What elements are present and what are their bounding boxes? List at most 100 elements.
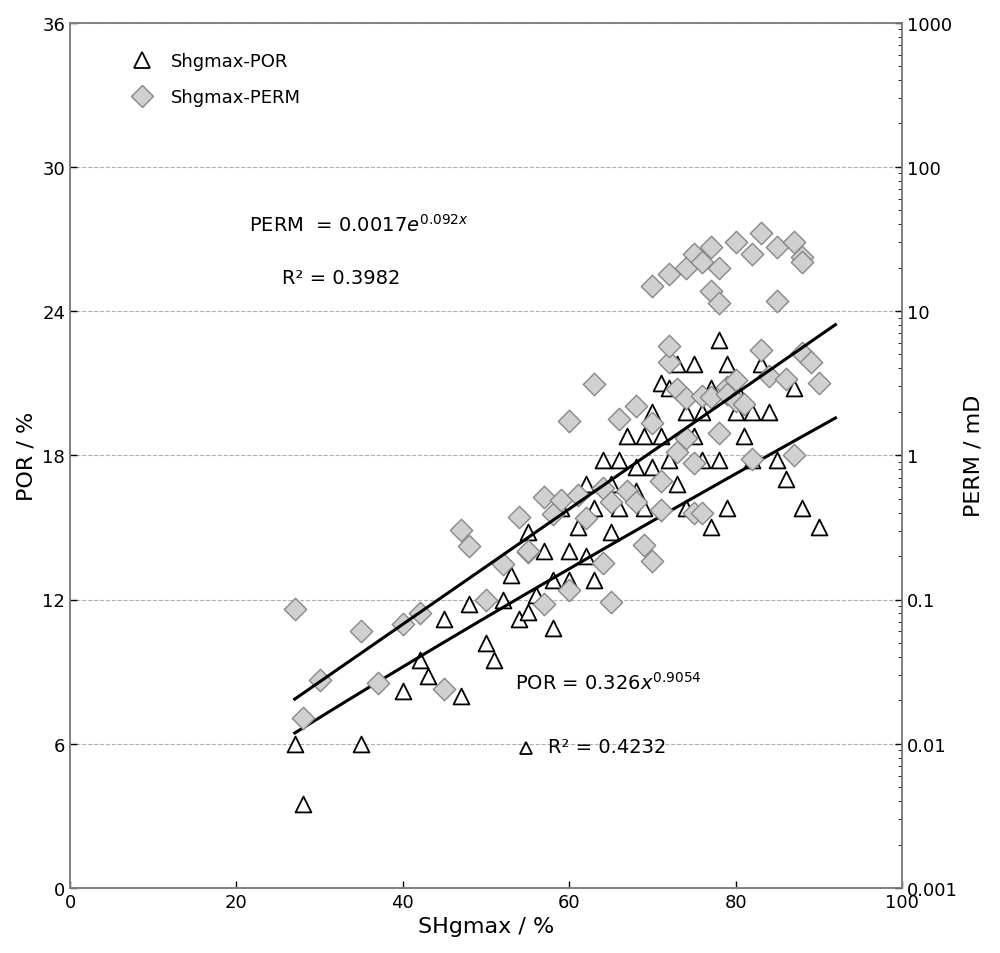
Shgmax-POR xyxy=(719,501,735,517)
Shgmax-POR xyxy=(436,612,452,627)
Shgmax-PERM xyxy=(287,602,303,618)
Shgmax-POR xyxy=(453,688,469,703)
Shgmax-POR xyxy=(545,573,561,588)
Shgmax-POR xyxy=(728,405,744,420)
Shgmax-PERM xyxy=(678,261,694,276)
Shgmax-PERM xyxy=(769,240,785,255)
Shgmax-POR xyxy=(553,501,569,517)
Shgmax-PERM xyxy=(628,496,644,511)
Shgmax-PERM xyxy=(794,254,810,270)
Shgmax-POR xyxy=(619,429,635,444)
Shgmax-PERM xyxy=(586,376,602,392)
Shgmax-POR xyxy=(603,525,619,540)
Shgmax-PERM xyxy=(744,452,760,467)
Shgmax-PERM xyxy=(520,543,536,558)
Shgmax-POR xyxy=(461,597,477,612)
Shgmax-POR xyxy=(586,573,602,588)
Shgmax-POR xyxy=(653,376,669,392)
Shgmax-POR xyxy=(694,405,710,420)
Shgmax-POR xyxy=(761,405,777,420)
Shgmax-PERM xyxy=(719,380,735,395)
Shgmax-PERM xyxy=(603,495,619,510)
Y-axis label: POR / %: POR / % xyxy=(17,412,37,500)
Shgmax-POR xyxy=(611,501,627,517)
Shgmax-PERM xyxy=(395,617,411,632)
Shgmax-PERM xyxy=(694,254,710,270)
Shgmax-POR xyxy=(578,549,594,564)
Shgmax-POR xyxy=(561,544,577,559)
Shgmax-POR xyxy=(728,381,744,396)
Shgmax-POR xyxy=(661,381,677,396)
Shgmax-POR xyxy=(603,477,619,493)
Shgmax-PERM xyxy=(611,412,627,427)
Shgmax-PERM xyxy=(661,339,677,355)
Shgmax-PERM xyxy=(653,502,669,517)
Shgmax-PERM xyxy=(703,284,719,299)
Shgmax-PERM xyxy=(636,537,652,553)
Shgmax-POR xyxy=(736,429,752,444)
Shgmax-PERM xyxy=(686,506,702,521)
Shgmax-PERM xyxy=(811,376,827,392)
Shgmax-PERM xyxy=(686,247,702,262)
Shgmax-PERM xyxy=(570,488,586,503)
Shgmax-PERM xyxy=(686,456,702,471)
Shgmax-PERM xyxy=(628,398,644,414)
X-axis label: SHgmax / %: SHgmax / % xyxy=(418,917,554,937)
Shgmax-PERM xyxy=(703,240,719,255)
Text: R² = 0.3982: R² = 0.3982 xyxy=(282,269,401,287)
Shgmax-PERM xyxy=(478,593,494,608)
Shgmax-POR xyxy=(719,357,735,373)
Shgmax-PERM xyxy=(561,583,577,598)
Shgmax-PERM xyxy=(370,676,386,691)
Shgmax-PERM xyxy=(769,294,785,310)
Shgmax-PERM xyxy=(619,484,635,499)
Shgmax-PERM xyxy=(786,448,802,463)
Shgmax-PERM xyxy=(753,343,769,358)
Shgmax-PERM xyxy=(553,493,569,508)
Shgmax-POR xyxy=(520,525,536,540)
Shgmax-PERM xyxy=(744,247,760,262)
Text: R² = 0.4232: R² = 0.4232 xyxy=(548,738,667,757)
Shgmax-PERM xyxy=(595,556,611,571)
Shgmax-PERM xyxy=(511,510,527,525)
Shgmax-POR xyxy=(703,381,719,396)
Shgmax-PERM xyxy=(678,391,694,406)
Shgmax-PERM xyxy=(536,490,552,505)
Shgmax-PERM xyxy=(703,390,719,405)
Shgmax-PERM xyxy=(711,296,727,312)
Shgmax-POR xyxy=(503,568,519,583)
Shgmax-PERM xyxy=(728,394,744,409)
Shgmax-POR xyxy=(636,429,652,444)
Shgmax-POR xyxy=(703,520,719,536)
Shgmax-PERM xyxy=(595,481,611,497)
Shgmax-PERM xyxy=(436,681,452,697)
Shgmax-PERM xyxy=(644,554,660,569)
Legend: Shgmax-POR, Shgmax-PERM: Shgmax-POR, Shgmax-PERM xyxy=(117,46,308,114)
Shgmax-POR xyxy=(644,405,660,420)
Shgmax-PERM xyxy=(453,522,469,537)
Shgmax-PERM xyxy=(694,506,710,521)
Shgmax-POR xyxy=(686,357,702,373)
Shgmax-POR xyxy=(744,453,760,468)
Shgmax-POR xyxy=(395,683,411,699)
Shgmax-POR xyxy=(595,453,611,468)
Shgmax-POR xyxy=(486,652,502,667)
Shgmax-PERM xyxy=(561,414,577,429)
Shgmax-POR xyxy=(653,429,669,444)
Y-axis label: PERM / mD: PERM / mD xyxy=(963,395,983,517)
Shgmax-POR xyxy=(536,544,552,559)
Shgmax-PERM xyxy=(653,474,669,489)
Shgmax-PERM xyxy=(711,426,727,441)
Shgmax-POR xyxy=(570,520,586,536)
Shgmax-POR xyxy=(561,573,577,588)
Shgmax-PERM xyxy=(794,251,810,266)
Shgmax-POR xyxy=(794,501,810,517)
Shgmax-POR xyxy=(686,429,702,444)
Shgmax-PERM xyxy=(669,382,685,397)
Shgmax-PERM xyxy=(412,605,428,620)
Shgmax-POR xyxy=(628,460,644,476)
Shgmax-PERM xyxy=(545,507,561,522)
Text: PERM  = 0.0017$e^{0.092x}$: PERM = 0.0017$e^{0.092x}$ xyxy=(249,213,468,235)
Shgmax-PERM xyxy=(778,372,794,387)
Shgmax-PERM xyxy=(803,355,819,371)
